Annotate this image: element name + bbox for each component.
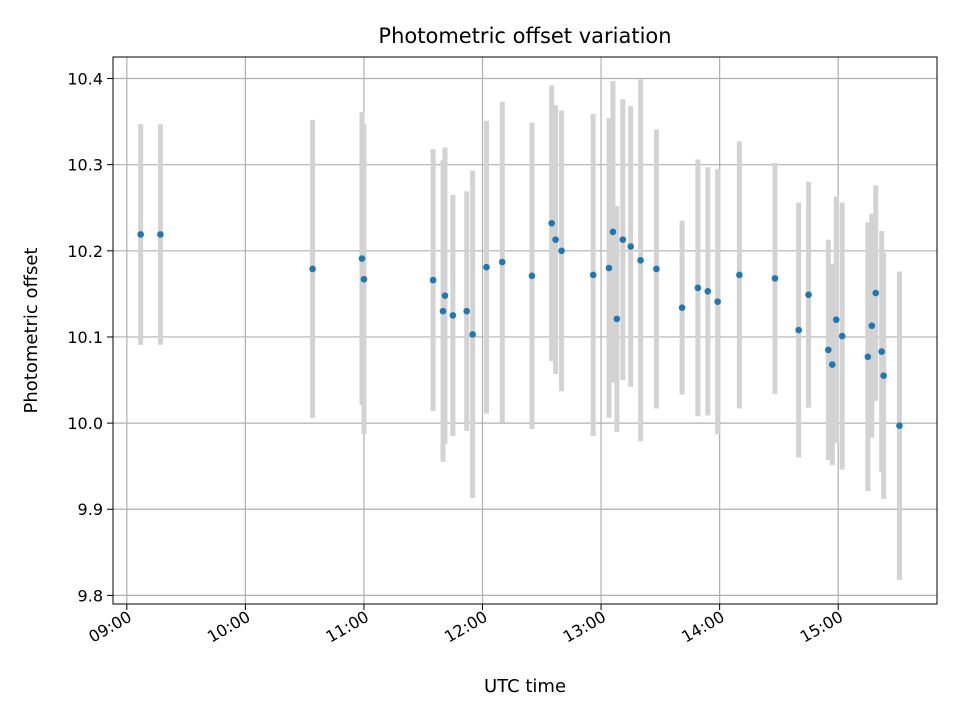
tick-layer: 09:00 10:00 11:00 12:00 13:00 14:00 15:00 9.8 9.… xyxy=(67,70,846,647)
data-point xyxy=(704,288,712,295)
data-point xyxy=(736,271,743,279)
data-point xyxy=(613,315,621,323)
data-point xyxy=(868,322,876,330)
data-point xyxy=(714,298,721,305)
data-point xyxy=(627,243,635,250)
data-point xyxy=(137,231,144,238)
errorbar-layer xyxy=(138,79,902,580)
data-point xyxy=(360,275,368,283)
x-tick-label: 10:00 xyxy=(204,607,253,647)
point-layer xyxy=(137,219,903,429)
x-tick-label: 12:00 xyxy=(441,607,490,647)
y-tick-label: 10.1 xyxy=(67,328,103,347)
data-point xyxy=(469,331,476,338)
data-point xyxy=(483,263,490,271)
data-point xyxy=(441,292,449,299)
data-point xyxy=(653,265,660,273)
data-point xyxy=(449,312,457,319)
grid-layer xyxy=(113,57,937,604)
data-point xyxy=(463,307,471,315)
data-point xyxy=(896,422,903,429)
y-tick-label: 9.8 xyxy=(78,586,103,605)
data-point xyxy=(771,275,779,282)
data-point xyxy=(439,307,447,315)
plot-frame xyxy=(112,56,938,605)
data-point xyxy=(429,276,437,284)
data-point xyxy=(678,304,686,311)
data-point xyxy=(157,231,164,238)
y-tick-label: 9.9 xyxy=(78,500,103,519)
data-point xyxy=(619,236,627,243)
y-tick-label: 10.4 xyxy=(67,70,103,89)
data-point xyxy=(558,247,565,255)
data-point xyxy=(838,332,846,340)
y-tick-label: 10.2 xyxy=(67,242,103,261)
data-point xyxy=(825,346,832,354)
y-axis-title: Photometric offset xyxy=(21,248,42,414)
data-point xyxy=(498,258,506,266)
data-point xyxy=(609,228,617,236)
data-point xyxy=(552,236,559,243)
x-tick-label: 09:00 xyxy=(85,607,134,647)
x-axis-title: UTC time xyxy=(484,676,566,697)
x-tick-label: 13:00 xyxy=(560,607,609,647)
data-point xyxy=(880,372,887,380)
x-tick-label: 15:00 xyxy=(797,607,846,647)
data-point xyxy=(828,361,836,368)
chart-title: Photometric offset variation xyxy=(378,24,671,48)
data-point xyxy=(694,284,702,292)
y-tick-label: 10.3 xyxy=(67,156,103,175)
data-point xyxy=(872,289,880,297)
data-point xyxy=(832,316,840,324)
data-point xyxy=(878,348,885,355)
data-point xyxy=(309,265,316,273)
x-tick-label: 11:00 xyxy=(323,607,372,647)
data-point xyxy=(864,353,872,361)
data-point xyxy=(795,326,802,334)
data-point xyxy=(637,256,644,264)
data-point xyxy=(605,264,613,272)
data-point xyxy=(358,255,366,262)
data-point xyxy=(548,219,555,227)
data-point xyxy=(589,271,597,279)
x-tick-label: 14:00 xyxy=(678,607,727,647)
y-tick-label: 10.0 xyxy=(67,414,103,433)
data-point xyxy=(805,291,812,299)
data-point xyxy=(528,272,536,280)
